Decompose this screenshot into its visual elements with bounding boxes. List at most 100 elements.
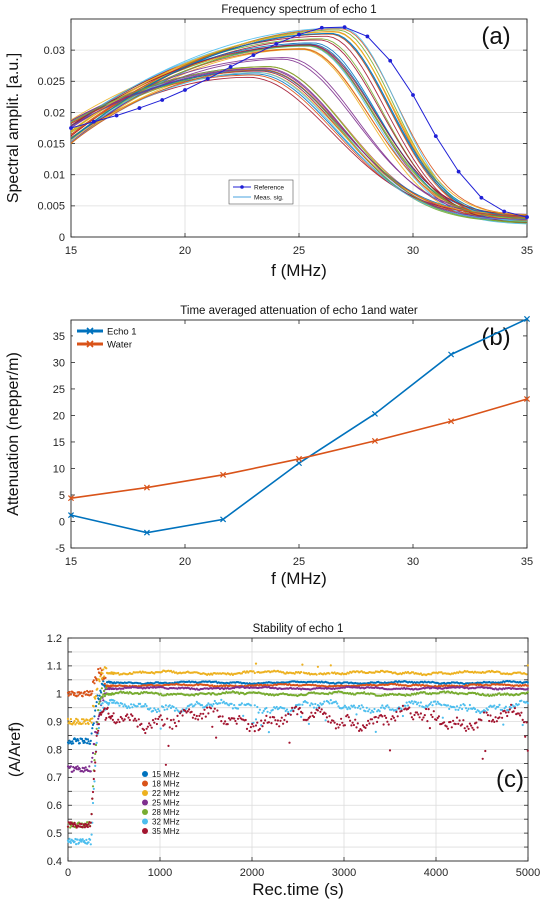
scatter-point — [105, 667, 108, 670]
scatter-point — [252, 725, 255, 728]
scatter-point — [520, 711, 523, 714]
scatter-point — [311, 703, 314, 706]
scatter-point — [355, 713, 358, 716]
scatter-point — [71, 770, 74, 773]
scatter-point — [220, 720, 223, 723]
scatter-point — [321, 702, 325, 705]
scatter-point — [103, 675, 106, 678]
y-tick-label: 0.02 — [44, 107, 65, 119]
scatter-point — [137, 718, 140, 721]
scatter-point — [240, 702, 243, 705]
scatter-point — [254, 724, 258, 727]
scatter-point — [85, 838, 88, 842]
scatter-point — [387, 706, 390, 709]
legend-marker — [142, 771, 148, 777]
scatter-point — [418, 704, 421, 707]
scatter-point — [127, 705, 130, 708]
legend-label: 22 MHz — [152, 789, 180, 798]
scatter-point — [260, 719, 263, 722]
scatter-point — [452, 719, 455, 722]
scatter-point — [131, 706, 134, 709]
scatter-point — [497, 705, 500, 708]
y-tick-label: 0.03 — [44, 45, 65, 57]
y-tick-label: 0.005 — [37, 201, 65, 213]
scatter-point — [144, 731, 147, 735]
scatter-point — [307, 722, 310, 726]
scatter-point — [318, 705, 321, 708]
scatter-point — [197, 718, 200, 721]
scatter-point — [418, 716, 421, 719]
reference-point — [502, 209, 507, 214]
scatter-point — [160, 718, 164, 721]
scatter-point — [486, 708, 489, 711]
scatter-point — [94, 743, 98, 747]
scatter-point — [400, 709, 403, 713]
scatter-point — [385, 716, 388, 720]
scatter-point — [510, 703, 513, 706]
scatter-point — [488, 719, 491, 723]
scatter-point — [489, 714, 492, 717]
scatter-point — [207, 702, 210, 705]
scatter-point — [292, 710, 295, 713]
scatter-point — [461, 707, 464, 711]
scatter-point — [115, 721, 118, 724]
scatter-point — [226, 723, 229, 726]
scatter-point — [381, 715, 384, 718]
scatter-point — [373, 707, 376, 711]
scatter-point — [81, 826, 84, 829]
scatter-point — [368, 722, 371, 725]
scatter-point — [448, 707, 451, 711]
scatter-point — [262, 709, 265, 713]
panel-label: (a) — [481, 23, 510, 50]
scatter-point — [298, 703, 301, 706]
scatter-point — [455, 705, 459, 708]
x-tick-label: 15 — [65, 245, 77, 257]
scatter-point — [480, 719, 483, 722]
scatter-point — [100, 691, 103, 694]
legend-marker — [142, 790, 148, 796]
scatter-point — [99, 709, 102, 712]
scatter-point — [195, 700, 198, 704]
scatter-point — [333, 671, 336, 674]
scatter-point — [128, 718, 131, 722]
scatter-point — [395, 709, 398, 712]
scatter-point — [73, 840, 76, 843]
scatter-point — [495, 720, 498, 723]
y-tick-label: 0 — [59, 232, 65, 244]
scatter-point — [72, 769, 75, 772]
scatter-point — [84, 722, 87, 725]
scatter-point — [301, 703, 304, 706]
legend-label: 28 MHz — [152, 808, 180, 817]
scatter-point — [236, 717, 240, 720]
scatter-point — [206, 704, 209, 707]
series-marker — [371, 410, 378, 417]
scatter-point — [101, 702, 104, 705]
scatter-point — [329, 699, 332, 702]
scatter-point — [328, 715, 331, 718]
y-tick-label: 0.4 — [47, 856, 62, 868]
scatter-point — [94, 761, 97, 764]
scatter-point — [484, 710, 487, 713]
scatter-point — [262, 722, 265, 725]
scatter-point — [494, 707, 497, 710]
scatter-point — [312, 715, 316, 719]
scatter-point — [503, 707, 506, 710]
scatter-point — [73, 821, 76, 825]
x-tick-label: 2000 — [240, 867, 264, 879]
scatter-point — [92, 777, 95, 781]
scatter-point — [150, 726, 153, 729]
scatter-point — [231, 707, 234, 710]
scatter-point — [179, 712, 182, 715]
y-tick-label: 1.2 — [47, 633, 62, 645]
scatter-point — [142, 705, 146, 708]
scatter-point — [212, 710, 215, 713]
scatter-point — [343, 704, 346, 707]
scatter-point — [278, 725, 281, 728]
scatter-point — [94, 750, 98, 753]
scatter-point — [188, 708, 191, 711]
scatter-point — [145, 704, 148, 708]
scatter-point — [95, 734, 98, 737]
scatter-point — [72, 742, 75, 745]
scatter-point — [185, 707, 188, 710]
scatter-point — [81, 695, 84, 698]
